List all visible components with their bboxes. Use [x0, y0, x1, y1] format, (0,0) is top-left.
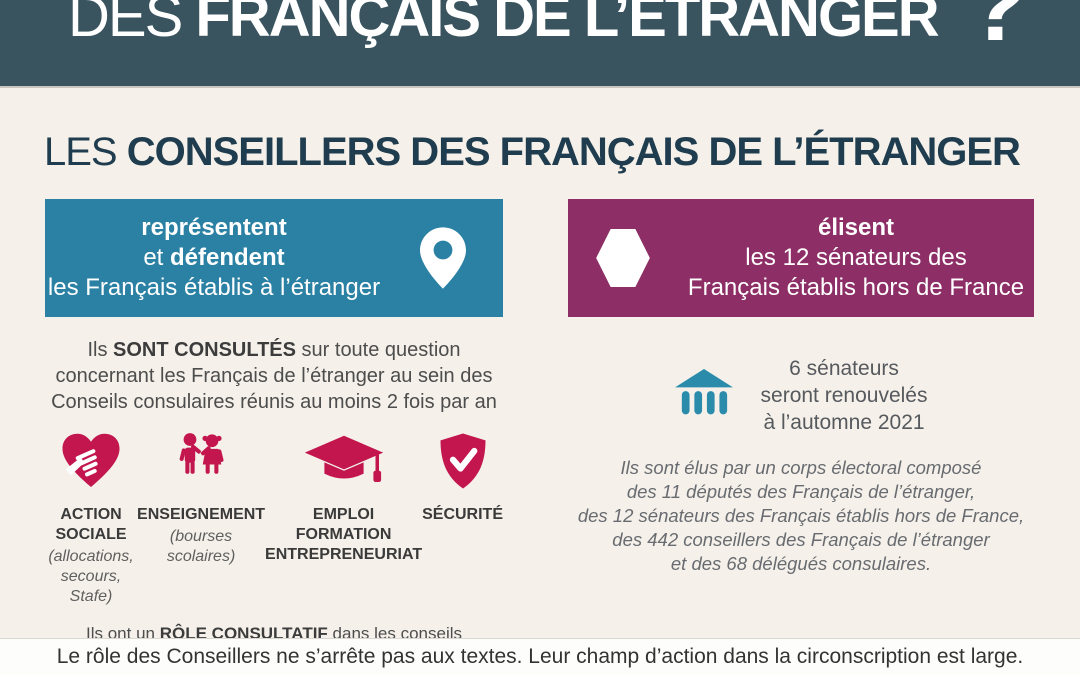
shield-check-icon: [438, 425, 488, 497]
hexagon-icon: [568, 229, 678, 287]
page-title-bold: CONSEILLERS DES FRANÇAIS DE L’ÉTRANGER: [126, 130, 1021, 174]
elect-box: élisent les 12 sénateurs des Français ét…: [568, 199, 1034, 317]
consulted-bold: SONT CONSULTÉS: [113, 339, 296, 361]
electoral-line: Ils sont élus par un corps électoral com…: [620, 457, 982, 478]
footer-band: Le rôle des Conseillers ne s’arrête pas …: [0, 638, 1080, 675]
bank-icon: [674, 368, 733, 423]
domain-label: ENSEIGNEMENT: [137, 506, 266, 523]
content-columns: Ils SONT CONSULTÉS sur toute question co…: [0, 317, 1080, 675]
represent-line1: représentent: [141, 214, 287, 241]
page-title: LES CONSEILLERS DES FRANÇAIS DE L’ÉTRANG…: [44, 130, 1080, 175]
electoral-line: et des 68 délégués consulaires.: [670, 553, 932, 574]
children-icon: [172, 425, 230, 497]
page-title-light: LES: [44, 130, 127, 174]
domains-row: ACTION SOCIALE (allocations, secours, St…: [45, 425, 503, 607]
represent-line3: les Français établis à l’étranger: [47, 274, 381, 301]
domain-label: ACTION SOCIALE: [55, 506, 127, 543]
renewal-line: à l’automne 2021: [763, 411, 925, 434]
heart-hands-icon: [60, 425, 122, 497]
consulted-post: sur toute question concernant les França…: [51, 339, 497, 413]
represent-line2-normal: et: [143, 244, 170, 271]
electoral-line: des 12 sénateurs des Français établis ho…: [577, 505, 1025, 526]
senators-renewal: 6 sénateurs seront renouvelés à l’automn…: [568, 355, 1034, 436]
domain-label: SÉCURITÉ: [422, 506, 503, 523]
domain-sublabel: (bourses scolaires): [166, 528, 236, 565]
elect-line2: les 12 sénateurs des: [745, 244, 967, 271]
elect-line1: élisent: [817, 214, 895, 241]
question-mark: ?: [966, 0, 1028, 62]
renewal-text: 6 sénateurs seront renouvelés à l’automn…: [761, 355, 928, 436]
renewal-line: 6 sénateurs: [789, 357, 899, 380]
header-title-bold: FRANÇAIS DE L’ETRANGER: [195, 0, 939, 49]
header-title-light: DES: [68, 0, 196, 49]
represent-box: représentent et défendent les Français é…: [45, 199, 503, 317]
consulted-paragraph: Ils SONT CONSULTÉS sur toute question co…: [45, 337, 503, 415]
footer-text: Le rôle des Conseillers ne s’arrête pas …: [56, 645, 1024, 668]
right-column: 6 sénateurs seront renouvelés à l’automn…: [568, 317, 1034, 675]
represent-box-text: représentent et défendent les Français é…: [45, 213, 383, 303]
domain-label: EMPLOI FORMATION ENTREPRENEURIAT: [265, 506, 423, 563]
domain-action-sociale: ACTION SOCIALE (allocations, secours, St…: [45, 425, 137, 607]
domain-sublabel: (allocations, secours, Stafe): [48, 548, 134, 605]
header-title: DES FRANÇAIS DE L’ETRANGER: [68, 0, 940, 49]
boxes-row: représentent et défendent les Français é…: [0, 199, 1080, 317]
graduation-cap-icon: [302, 425, 386, 497]
domain-securite: SÉCURITÉ: [422, 425, 503, 527]
represent-line2-bold: défendent: [170, 244, 285, 271]
electoral-line: des 11 députés des Français de l’étrange…: [626, 481, 976, 502]
renewal-line: seront renouvelés: [760, 384, 928, 407]
consulted-pre: Ils: [87, 339, 114, 361]
location-pin-icon: [383, 227, 503, 289]
header-band: DES FRANÇAIS DE L’ETRANGER ?: [0, 0, 1080, 88]
left-column: Ils SONT CONSULTÉS sur toute question co…: [45, 317, 503, 675]
electoral-paragraph: Ils sont élus par un corps électoral com…: [568, 456, 1034, 576]
elect-box-text: élisent les 12 sénateurs des Français ét…: [678, 213, 1034, 303]
domain-emploi: EMPLOI FORMATION ENTREPRENEURIAT: [265, 425, 422, 567]
domain-enseignement: ENSEIGNEMENT (bourses scolaires): [137, 425, 265, 567]
electoral-line: des 442 conseillers des Français de l’ét…: [612, 529, 990, 550]
elect-line3: Français établis hors de France: [687, 274, 1025, 301]
